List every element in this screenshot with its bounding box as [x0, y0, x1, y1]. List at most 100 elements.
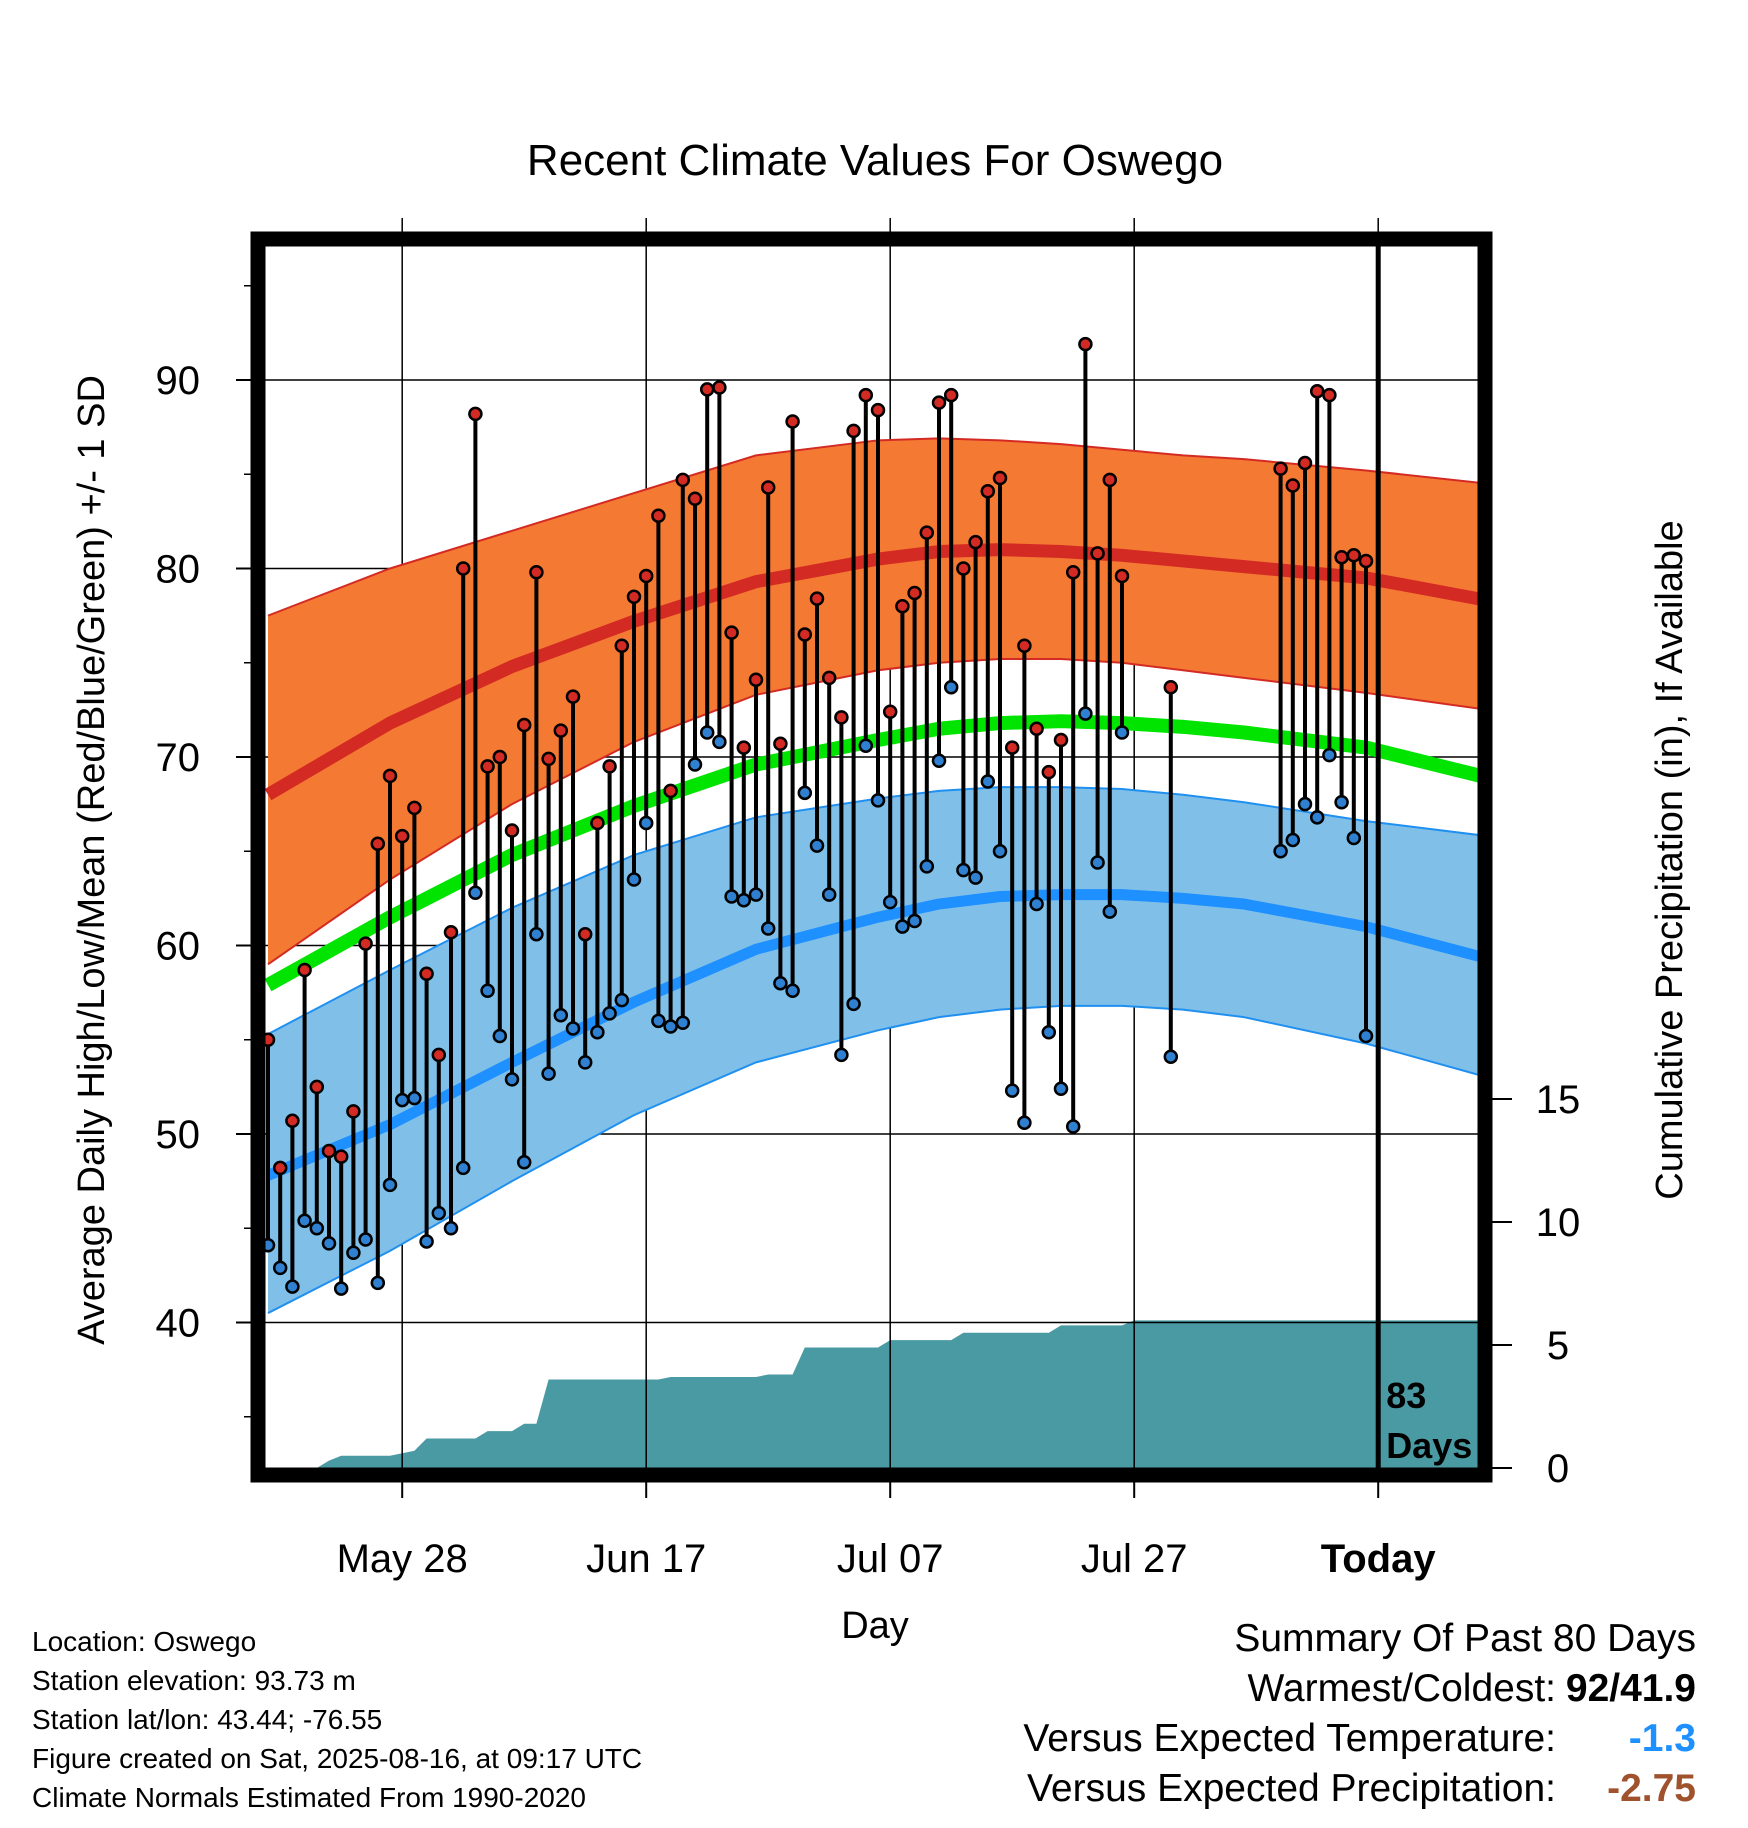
- daily-low-point: [407, 1090, 422, 1106]
- daily-low-point: [663, 1019, 678, 1034]
- daily-low-point: [394, 1092, 410, 1108]
- daily-low-point: [565, 1021, 581, 1036]
- daily-low-point: [614, 992, 630, 1008]
- precip-row: Versus Expected Precipitation: -2.75: [1023, 1764, 1696, 1814]
- daily-low-point: [956, 862, 971, 878]
- y-tick-label: 70: [156, 736, 201, 780]
- warm-cold-value: 92/41.9: [1565, 1667, 1696, 1710]
- daily-high-point: [590, 815, 605, 831]
- daily-low-point: [468, 885, 483, 900]
- daily-low-point: [455, 1160, 471, 1176]
- plot-frame: [250, 231, 1493, 1483]
- daily-low-point: [443, 1221, 459, 1236]
- daily-high-point: [858, 387, 874, 403]
- daily-high-point: [663, 783, 678, 799]
- daily-low-point: [760, 921, 776, 936]
- low-sd-band: [268, 787, 1478, 1314]
- daily-low-point: [516, 1155, 532, 1170]
- daily-high-point: [626, 589, 642, 605]
- daily-low-point: [821, 887, 837, 902]
- x-tick-label: Jul 07: [837, 1537, 944, 1581]
- temp-value: -1.3: [1628, 1717, 1696, 1760]
- daily-high-point: [553, 723, 569, 738]
- daily-low-point: [858, 738, 874, 753]
- y-tick-label: 90: [156, 359, 201, 403]
- elevation-text: Station elevation: 93.73 m: [32, 1665, 356, 1696]
- daily-low-point: [980, 774, 996, 789]
- daily-low-point: [773, 975, 788, 991]
- daily-high-point: [1053, 732, 1069, 748]
- precip-value: -2.75: [1607, 1767, 1696, 1810]
- daily-high-point: [870, 402, 886, 418]
- daily-high-point: [480, 759, 495, 774]
- daily-low-point: [1004, 1083, 1020, 1098]
- daily-low-point: [882, 894, 898, 910]
- daily-high-point: [516, 717, 532, 733]
- daily-high-point: [577, 926, 593, 942]
- daily-low-point: [577, 1055, 593, 1070]
- daily-high-point: [1334, 549, 1349, 565]
- today-days-label: Days: [1386, 1425, 1472, 1466]
- daily-low-point: [297, 1213, 312, 1228]
- daily-high-point: [638, 568, 654, 584]
- temp-row: Versus Expected Temperature: -1.3: [1023, 1714, 1696, 1764]
- daily-low-point: [846, 996, 861, 1012]
- low-sd-band-lower-edge: [267, 1004, 1478, 1314]
- latlon-text: Station lat/lon: 43.44; -76.55: [32, 1704, 383, 1735]
- daily-low-point: [321, 1236, 337, 1251]
- daily-low-point: [699, 725, 715, 740]
- daily-high-point: [407, 800, 422, 816]
- x-axis-label: Day: [841, 1605, 909, 1647]
- daily-high-point: [346, 1104, 361, 1119]
- daily-high-point: [541, 751, 556, 767]
- daily-low-point: [272, 1260, 288, 1276]
- daily-high-point: [492, 749, 508, 765]
- daily-high-point: [1017, 638, 1032, 654]
- daily-high-point: [1322, 387, 1337, 403]
- x-tick-label: Jun 17: [586, 1537, 706, 1581]
- daily-low-point: [1322, 747, 1337, 763]
- daily-low-point: [675, 1015, 691, 1031]
- daily-high-point: [272, 1160, 288, 1176]
- daily-low-point: [712, 734, 727, 750]
- daily-low-point: [370, 1275, 386, 1291]
- daily-low-point: [1102, 904, 1118, 919]
- daily-high-point: [297, 962, 312, 978]
- daily-high-point: [309, 1079, 325, 1095]
- plot-inner: 83 Days: [265, 246, 1478, 1468]
- daily-low-point: [309, 1221, 325, 1236]
- daily-low-point: [797, 785, 813, 801]
- daily-high-point: [797, 627, 813, 642]
- daily-high-point: [846, 423, 861, 439]
- daily-high-point: [724, 625, 739, 640]
- daily-high-point: [1065, 565, 1081, 580]
- daily-low-point: [1273, 844, 1288, 859]
- daily-low-point: [333, 1281, 349, 1296]
- daily-high-point: [382, 768, 398, 784]
- x-tick-label: Today: [1321, 1537, 1437, 1581]
- daily-low-point: [382, 1177, 398, 1193]
- daily-high-point: [1029, 721, 1044, 736]
- daily-high-point: [1090, 546, 1105, 561]
- daily-low-point: [529, 926, 544, 942]
- normal-mean-line: [265, 714, 1478, 992]
- daily-low-point: [1309, 810, 1325, 825]
- high-sd-band-lower-edge: [267, 657, 1478, 966]
- low-sd-band-upper-edge: [267, 786, 1478, 1035]
- y-axis-label: Average Daily High/Low/Mean (Red/Blue/Gr…: [71, 375, 113, 1345]
- high-sd-band-upper-edge: [267, 437, 1478, 617]
- daily-low-point: [358, 1232, 373, 1247]
- daily-low-point: [626, 872, 642, 887]
- daily-high-point: [785, 414, 800, 429]
- daily-high-point: [760, 480, 776, 495]
- y2-tick-label: 10: [1536, 1201, 1581, 1245]
- daily-high-point: [1358, 553, 1374, 569]
- daily-low-point: [285, 1279, 300, 1294]
- today-days-label: 83: [1386, 1375, 1426, 1416]
- daily-low-point: [931, 753, 947, 769]
- daily-high-point: [736, 740, 752, 755]
- daily-high-point: [431, 1047, 447, 1063]
- chart-title: Recent Climate Values For Oswego: [527, 136, 1223, 185]
- daily-high-point: [1114, 568, 1130, 584]
